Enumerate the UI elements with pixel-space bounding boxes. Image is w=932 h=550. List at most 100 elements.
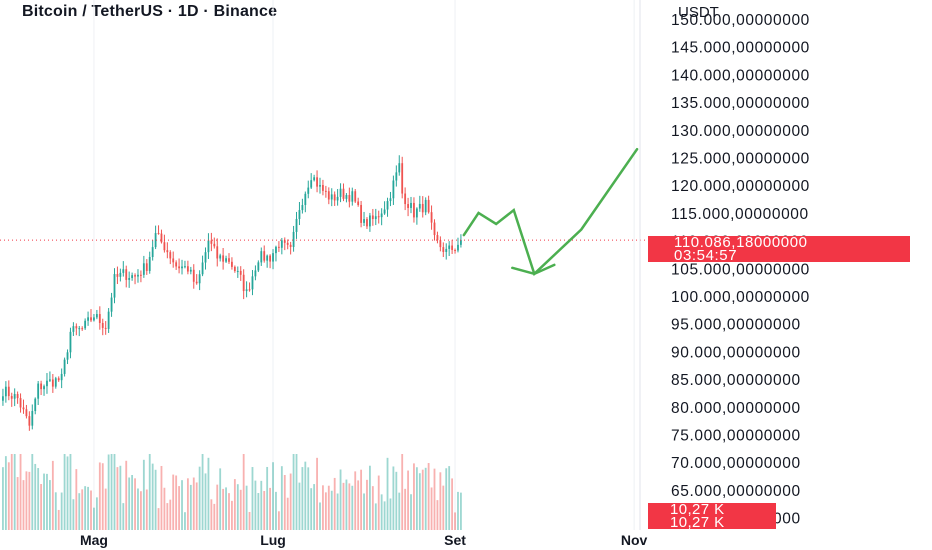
candle-body xyxy=(319,185,321,187)
volume-bar xyxy=(31,454,34,530)
projection-drawing xyxy=(462,147,639,277)
candle xyxy=(72,322,75,336)
volume-bar xyxy=(198,466,201,530)
volume-bar xyxy=(460,492,462,530)
candle-body xyxy=(163,242,166,251)
candle-body xyxy=(228,258,230,262)
volume-bar xyxy=(51,460,54,530)
candle-body xyxy=(289,244,292,247)
volume-bar xyxy=(307,467,310,530)
volume-bar xyxy=(407,470,409,530)
volume-bar xyxy=(210,499,213,530)
candle-body xyxy=(313,177,316,181)
volume-bar xyxy=(410,494,412,530)
candle xyxy=(201,255,204,277)
candle-body xyxy=(46,380,48,387)
candle-body xyxy=(430,212,433,223)
candle xyxy=(151,240,154,261)
time-tick-2: Set xyxy=(444,532,466,548)
volume-bar xyxy=(225,487,227,530)
price-tick-15: 75.000,00000000 xyxy=(671,428,801,445)
candle xyxy=(239,266,242,281)
candle-body xyxy=(207,240,210,253)
volume-bar xyxy=(283,475,286,530)
volume-bar xyxy=(336,493,339,530)
candle-body xyxy=(140,274,142,276)
volume-bar xyxy=(10,454,13,530)
volume-bar xyxy=(319,502,321,530)
volume-bar xyxy=(192,477,195,530)
volume-bar xyxy=(342,482,345,530)
price-axis-currency[interactable]: USDT xyxy=(678,4,719,21)
candle-body xyxy=(137,274,139,277)
volume-badge: 10,27 K 10,27 K xyxy=(648,502,776,530)
candle xyxy=(207,233,210,259)
candle xyxy=(110,292,113,317)
candle-body xyxy=(404,193,407,205)
candle xyxy=(225,255,227,263)
candle-body xyxy=(157,233,160,235)
price-tick-17: 65.000,00000000 xyxy=(671,483,801,500)
candle-body xyxy=(201,262,204,275)
candle xyxy=(360,200,363,228)
price-tick-0: 150.000,00000000 xyxy=(671,12,810,29)
chart-grid xyxy=(93,0,635,530)
candle xyxy=(380,208,383,226)
candle-body xyxy=(195,281,198,284)
volume-bar xyxy=(125,460,128,530)
candle-body xyxy=(371,215,374,220)
candle xyxy=(269,254,272,269)
volume-bar xyxy=(90,490,92,530)
candle xyxy=(342,183,345,202)
candle-body xyxy=(380,213,383,218)
candle-body xyxy=(69,331,72,353)
candle-body xyxy=(154,233,157,248)
volume-bar xyxy=(424,467,427,530)
candle xyxy=(37,380,40,405)
candle xyxy=(216,238,219,267)
price-tick-9: 105.000,00000000 xyxy=(671,261,810,278)
volume-bar xyxy=(181,480,183,530)
candle-body xyxy=(374,216,377,220)
candle-body xyxy=(34,398,37,412)
candle xyxy=(448,241,451,257)
candle-body xyxy=(57,378,60,381)
volume-bar xyxy=(57,509,60,530)
volume-bar xyxy=(313,484,316,530)
candle xyxy=(301,198,304,214)
candle-body xyxy=(418,203,421,209)
candle xyxy=(140,270,142,283)
candle-body xyxy=(19,398,22,408)
candle-body xyxy=(4,386,7,397)
candle xyxy=(454,248,456,254)
candle-body xyxy=(272,253,274,262)
price-tick-1: 145.000,00000000 xyxy=(671,40,810,57)
candlesticks xyxy=(2,155,462,431)
candle-body xyxy=(113,274,116,298)
candle-body xyxy=(398,163,401,173)
volume-bar xyxy=(454,512,456,530)
candle-body xyxy=(342,188,345,199)
candle xyxy=(298,202,301,226)
candle-body xyxy=(330,194,333,200)
volume-bar xyxy=(13,454,16,530)
candle xyxy=(333,191,336,206)
volume-bar xyxy=(37,468,40,530)
candle-body xyxy=(169,252,172,259)
volume-bar xyxy=(357,480,360,530)
candle-body xyxy=(198,274,201,284)
volume-bar xyxy=(333,477,336,530)
volume-bar xyxy=(322,485,324,530)
time-tick-0: Mag xyxy=(80,532,108,548)
volume-bar xyxy=(145,489,148,530)
candle-body xyxy=(233,266,236,272)
candle-body xyxy=(16,394,19,399)
candle xyxy=(81,326,84,331)
candle-body xyxy=(134,275,136,277)
candle-body xyxy=(439,240,442,248)
candle xyxy=(13,388,16,407)
volume-bar xyxy=(116,467,119,530)
candle xyxy=(313,174,316,182)
candle xyxy=(145,259,148,275)
